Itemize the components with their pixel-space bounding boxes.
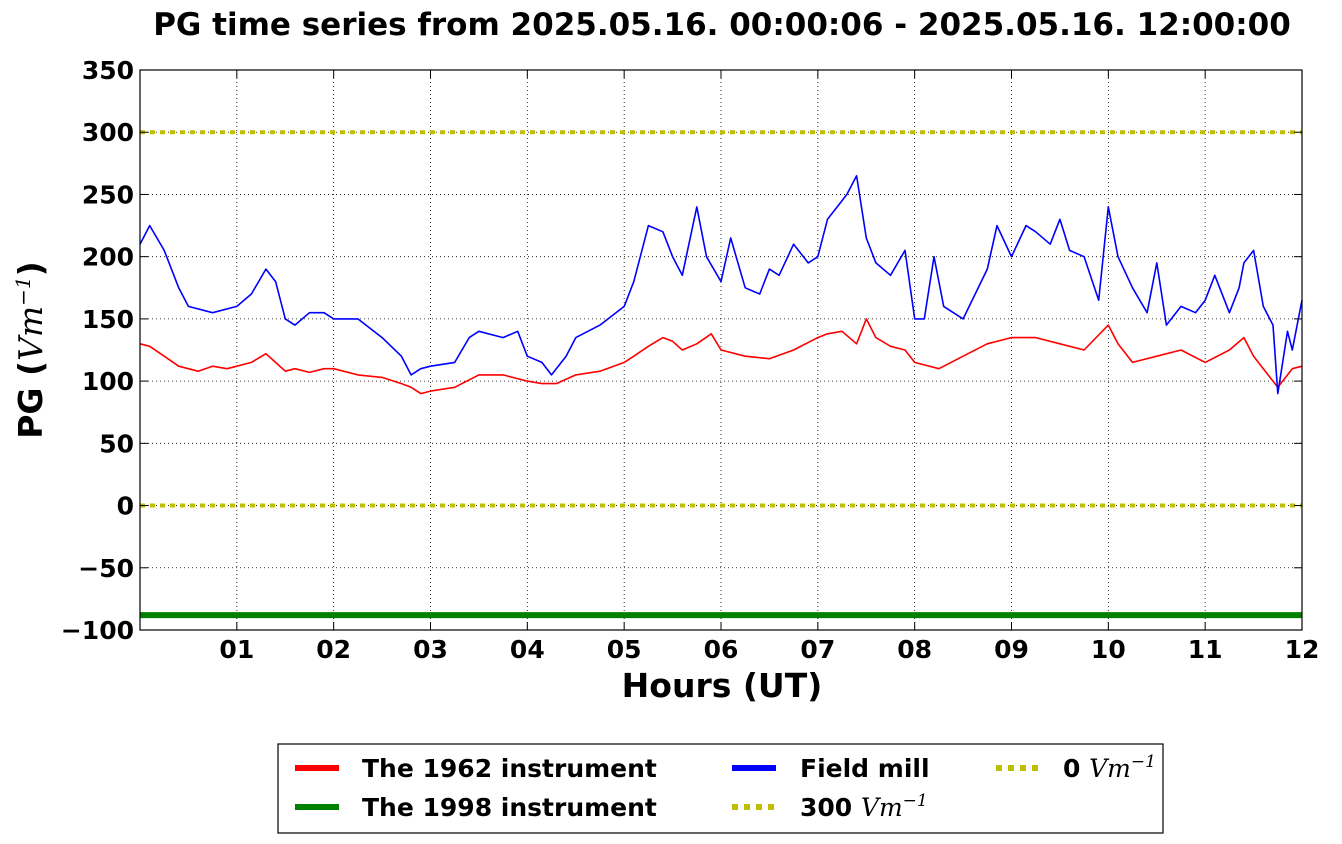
- y-tick-label: 300: [82, 118, 134, 147]
- legend-frame: [277, 743, 1164, 834]
- y-tick-label: 200: [82, 243, 134, 272]
- y-tick-label: 250: [82, 180, 134, 209]
- x-tick-label: 09: [994, 635, 1029, 664]
- y-tick-label: 0: [117, 492, 134, 521]
- x-tick-label: 11: [1188, 635, 1223, 664]
- legend-label-1998-instrument: The 1998 instrument: [362, 793, 657, 822]
- y-tick-label: 350: [82, 56, 134, 85]
- x-tick-label: 04: [510, 635, 545, 664]
- axis-ticks: 01 02 03 04 05 06 07 08 09 10 11 12 −100 −50 0 50 100 150…: [61, 56, 1320, 664]
- legend-label-0-line: 0 Vm−1: [1063, 752, 1156, 783]
- y-axis-label: PG (Vm−1): [11, 261, 50, 439]
- x-tick-label: 08: [897, 635, 932, 664]
- x-axis-label: Hours (UT): [622, 666, 823, 705]
- chart-title: PG time series from 2025.05.16. 00:00:06…: [153, 7, 1291, 43]
- legend: The 1962 instrument The 1998 instrument …: [277, 743, 1164, 834]
- x-tick-label: 02: [316, 635, 351, 664]
- y-tick-label: 50: [99, 429, 134, 458]
- y-tick-label: −50: [78, 554, 134, 583]
- x-tick-label: 01: [219, 635, 254, 664]
- x-tick-label: 10: [1091, 635, 1126, 664]
- series-line-the-1962-instrument: [139, 318, 1303, 395]
- legend-label-1962-instrument: The 1962 instrument: [362, 754, 657, 783]
- legend-label-field-mill: Field mill: [800, 754, 930, 783]
- x-tick-label: 07: [800, 635, 835, 664]
- plot-area: [139, 130, 1303, 619]
- y-tick-label: 100: [82, 367, 134, 396]
- series-line-field-mill: [139, 175, 1303, 395]
- y-tick-label: −100: [61, 616, 134, 645]
- x-tick-label: 03: [413, 635, 448, 664]
- x-tick-label: 05: [607, 635, 642, 664]
- y-tick-label: 150: [82, 305, 134, 334]
- x-tick-label: 12: [1285, 635, 1320, 664]
- x-tick-label: 06: [704, 635, 739, 664]
- legend-label-300-line: 300 Vm−1: [800, 791, 928, 822]
